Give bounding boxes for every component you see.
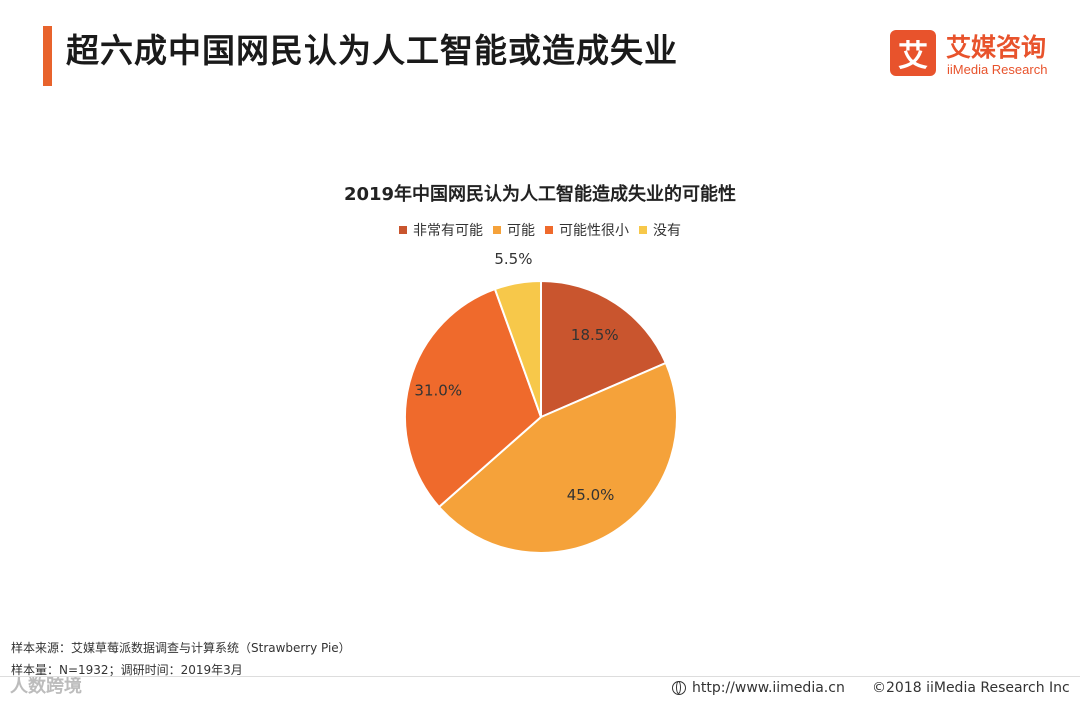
legend-label: 非常有可能	[413, 223, 483, 239]
data-label: 45.0%	[567, 486, 615, 504]
chart-title: 2019年中国网民认为人工智能造成失业的可能性	[343, 184, 737, 205]
page-title: 超六成中国网民认为人工智能或造成失业	[66, 31, 678, 70]
logo-mark-icon: 艾	[890, 30, 936, 76]
legend-item-unlikely: 可能性很小	[545, 220, 629, 240]
legend-label: 没有	[653, 223, 681, 239]
title-accent-bar	[43, 26, 52, 86]
logo-chinese-name: 艾媒咨询	[946, 33, 1047, 62]
legend-item-likely: 可能	[493, 220, 535, 240]
pie-slice-very-likely	[540, 279, 668, 419]
legend-item-very-likely: 非常有可能	[399, 220, 483, 240]
watermark: 人数跨境	[10, 676, 82, 697]
footer-link[interactable]: http://www.iimedia.cn	[672, 680, 845, 696]
footnote-sample: 样本量：N=1932；调研时间：2019年3月	[11, 663, 243, 677]
footnote-source: 样本来源：艾媒草莓派数据调查与计算系统（Strawberry Pie）	[11, 641, 351, 655]
data-label: 18.5%	[571, 326, 619, 344]
data-label: 5.5%	[494, 250, 532, 268]
legend-label: 可能性很小	[559, 223, 629, 239]
footer-copyright: ©2018 iiMedia Research Inc	[872, 680, 1070, 696]
data-label: 31.0%	[414, 382, 462, 400]
footer-url-text[interactable]: http://www.iimedia.cn	[692, 680, 845, 696]
footnotes: 样本来源：艾媒草莓派数据调查与计算系统（Strawberry Pie） 样本量：…	[11, 637, 351, 681]
brand-logo: 艾 艾媒咨询 iiMedia Research	[890, 30, 1060, 80]
footer-divider	[0, 676, 1080, 677]
pie-slice-likely	[437, 361, 678, 554]
logo-english-name: iiMedia Research	[947, 62, 1048, 77]
legend-swatch-icon	[639, 226, 647, 234]
legend-swatch-icon	[399, 226, 407, 234]
legend-label: 可能	[507, 223, 535, 239]
globe-icon	[672, 681, 686, 695]
pie-slice-none	[493, 279, 542, 418]
legend-swatch-icon	[545, 226, 553, 234]
legend-swatch-icon	[493, 226, 501, 234]
chart-legend: 非常有可能 可能 可能性很小 没有	[0, 220, 1080, 240]
legend-item-none: 没有	[639, 220, 681, 240]
pie-slice-unlikely	[404, 287, 543, 509]
